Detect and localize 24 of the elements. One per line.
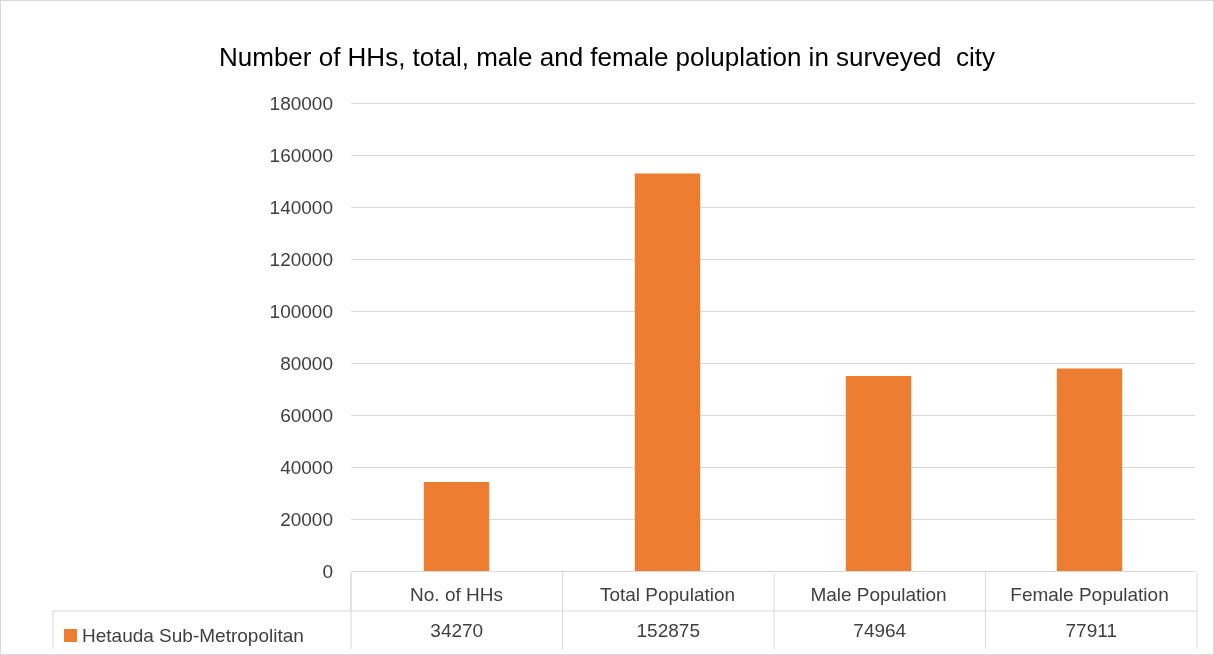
chart-title: Number of HHs, total, male and female poluplation in surveyed city — [218, 42, 996, 72]
x-tick-label: Male Population — [810, 584, 947, 605]
y-tick-label: 160000 — [269, 144, 333, 166]
y-tick-label: 140000 — [269, 196, 333, 218]
y-tick-label: 60000 — [280, 404, 333, 426]
y-tick-label: 40000 — [280, 456, 333, 478]
legend-label: Hetauda Sub-Metropolitan — [82, 625, 304, 646]
bar — [1056, 368, 1123, 571]
x-tick-label: No. of HHs — [410, 584, 503, 605]
data-label: 34270 — [430, 619, 484, 641]
x-tick-label: Female Population — [1010, 584, 1169, 605]
y-tick-label: 120000 — [269, 248, 333, 270]
bar — [845, 376, 912, 571]
y-tick-label: 80000 — [280, 352, 333, 374]
y-tick-label: 0 — [322, 560, 333, 582]
bar — [423, 481, 490, 571]
y-tick-label: 20000 — [280, 508, 333, 530]
y-tick-label: 100000 — [269, 300, 333, 322]
data-label: 152875 — [636, 619, 700, 641]
data-label: 74964 — [853, 619, 907, 641]
data-label: 77911 — [1065, 619, 1117, 641]
y-tick-label: 180000 — [269, 92, 333, 114]
x-tick-label: Total Population — [599, 584, 736, 605]
bar — [634, 173, 701, 571]
